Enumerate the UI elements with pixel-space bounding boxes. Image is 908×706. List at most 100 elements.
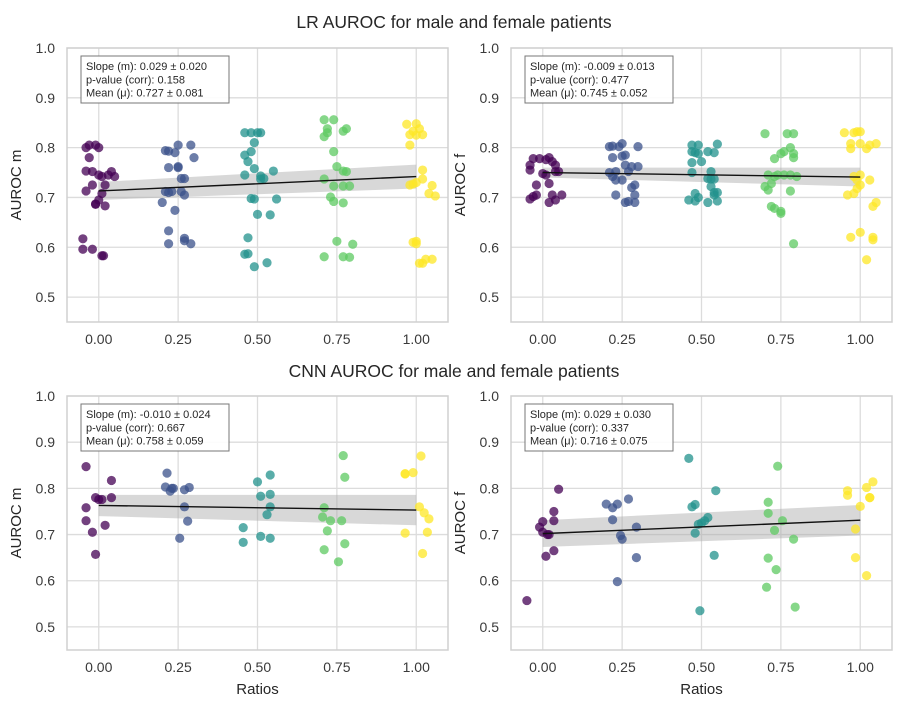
data-point bbox=[871, 139, 881, 149]
data-point bbox=[687, 502, 697, 512]
panel-cnn-female: 0.00 0.25 0.50 0.75 1.00 0.5 0.6 0.7 0.8 0.9 1.0 AU… bbox=[452, 388, 893, 698]
data-point bbox=[338, 450, 348, 461]
data-point bbox=[703, 197, 713, 208]
data-point bbox=[617, 175, 627, 185]
data-point bbox=[249, 262, 259, 272]
data-point bbox=[865, 493, 875, 503]
data-point bbox=[709, 148, 719, 158]
data-point bbox=[522, 595, 532, 606]
data-point bbox=[81, 503, 91, 513]
y-tick-label: 0.8 bbox=[480, 140, 500, 156]
data-point bbox=[265, 533, 275, 543]
data-point bbox=[243, 233, 253, 243]
data-point bbox=[761, 582, 772, 592]
data-point bbox=[862, 144, 872, 154]
data-point bbox=[329, 181, 339, 191]
data-point bbox=[709, 550, 719, 560]
data-point bbox=[696, 156, 707, 167]
data-point bbox=[541, 551, 551, 561]
data-point bbox=[238, 537, 248, 547]
data-point bbox=[862, 482, 872, 493]
data-point bbox=[337, 516, 347, 526]
data-point bbox=[249, 138, 259, 148]
data-point bbox=[842, 190, 853, 200]
data-point bbox=[319, 115, 329, 125]
y-tick-label: 1.0 bbox=[36, 40, 56, 56]
point-group-ratio-0 bbox=[81, 462, 117, 560]
data-point bbox=[855, 501, 865, 511]
data-point bbox=[418, 165, 428, 175]
data-point bbox=[90, 199, 101, 210]
data-point bbox=[554, 484, 564, 494]
data-point bbox=[170, 148, 180, 158]
point-group-ratio-0.5 bbox=[240, 128, 282, 272]
data-point bbox=[262, 510, 272, 520]
regression-line bbox=[542, 519, 861, 535]
point-group-ratio-0.75 bbox=[317, 450, 350, 567]
data-point bbox=[693, 140, 703, 150]
data-point bbox=[554, 166, 564, 177]
x-tick-label: 0.00 bbox=[529, 659, 556, 675]
row-title-lr: LR AUROC for male and female patients bbox=[296, 12, 611, 32]
data-point bbox=[87, 180, 97, 190]
y-axis-label: AUROC m bbox=[8, 488, 25, 559]
point-group-ratio-0.25 bbox=[604, 139, 643, 208]
data-point bbox=[344, 181, 355, 191]
regression-line bbox=[98, 175, 417, 192]
point-group-ratio-0.75 bbox=[760, 129, 802, 249]
data-point bbox=[839, 128, 849, 138]
x-tick-label: 0.25 bbox=[609, 331, 636, 347]
x-axis-label: Ratios bbox=[680, 681, 723, 698]
y-tick-label: 0.9 bbox=[480, 434, 500, 450]
data-point bbox=[164, 162, 174, 173]
data-point bbox=[165, 486, 175, 496]
data-point bbox=[184, 482, 194, 493]
stats-line: Slope (m): 0.029 ± 0.020 bbox=[86, 61, 207, 73]
x-tick-label: 0.00 bbox=[529, 331, 556, 347]
data-point bbox=[620, 150, 630, 160]
data-point bbox=[557, 190, 567, 200]
stats-line: p-value (corr): 0.158 bbox=[86, 74, 185, 86]
data-point bbox=[268, 166, 278, 176]
data-point bbox=[322, 526, 332, 536]
data-point bbox=[763, 553, 773, 563]
point-group-ratio-0.25 bbox=[601, 494, 642, 587]
y-axis-label: AUROC f bbox=[452, 153, 469, 216]
data-point bbox=[265, 470, 275, 480]
data-point bbox=[868, 201, 878, 212]
data-point bbox=[620, 197, 630, 208]
data-point bbox=[167, 186, 177, 197]
data-point bbox=[100, 520, 110, 530]
data-point bbox=[319, 252, 329, 262]
data-point bbox=[842, 490, 853, 500]
data-point bbox=[344, 252, 355, 262]
data-point bbox=[106, 493, 117, 503]
x-tick-label: 0.50 bbox=[688, 659, 715, 675]
data-point bbox=[81, 516, 91, 526]
y-tick-label: 0.5 bbox=[480, 289, 500, 305]
data-point bbox=[262, 258, 272, 268]
data-point bbox=[779, 170, 789, 180]
panel-cnn-male: 0.00 0.25 0.50 0.75 1.00 0.5 0.6 0.7 0.8 0.9 1.0 AU… bbox=[8, 388, 449, 698]
y-tick-label: 0.7 bbox=[36, 189, 56, 205]
data-point bbox=[693, 149, 703, 159]
data-point bbox=[541, 170, 551, 180]
data-point bbox=[256, 174, 266, 184]
data-point bbox=[319, 545, 329, 555]
data-point bbox=[687, 157, 697, 168]
data-point bbox=[633, 142, 643, 152]
data-point bbox=[189, 153, 199, 163]
y-tick-label: 0.5 bbox=[36, 619, 56, 635]
data-point bbox=[427, 254, 437, 264]
row-title-cnn: CNN AUROC for male and female patients bbox=[289, 361, 620, 381]
data-point bbox=[271, 194, 282, 204]
point-group-ratio-0 bbox=[522, 484, 564, 606]
data-point bbox=[106, 475, 117, 486]
data-point bbox=[348, 239, 358, 249]
stats-box bbox=[524, 403, 674, 452]
data-point bbox=[531, 180, 542, 190]
data-point bbox=[332, 161, 342, 172]
data-point bbox=[542, 529, 553, 540]
stats-line: p-value (corr): 0.477 bbox=[530, 74, 629, 86]
